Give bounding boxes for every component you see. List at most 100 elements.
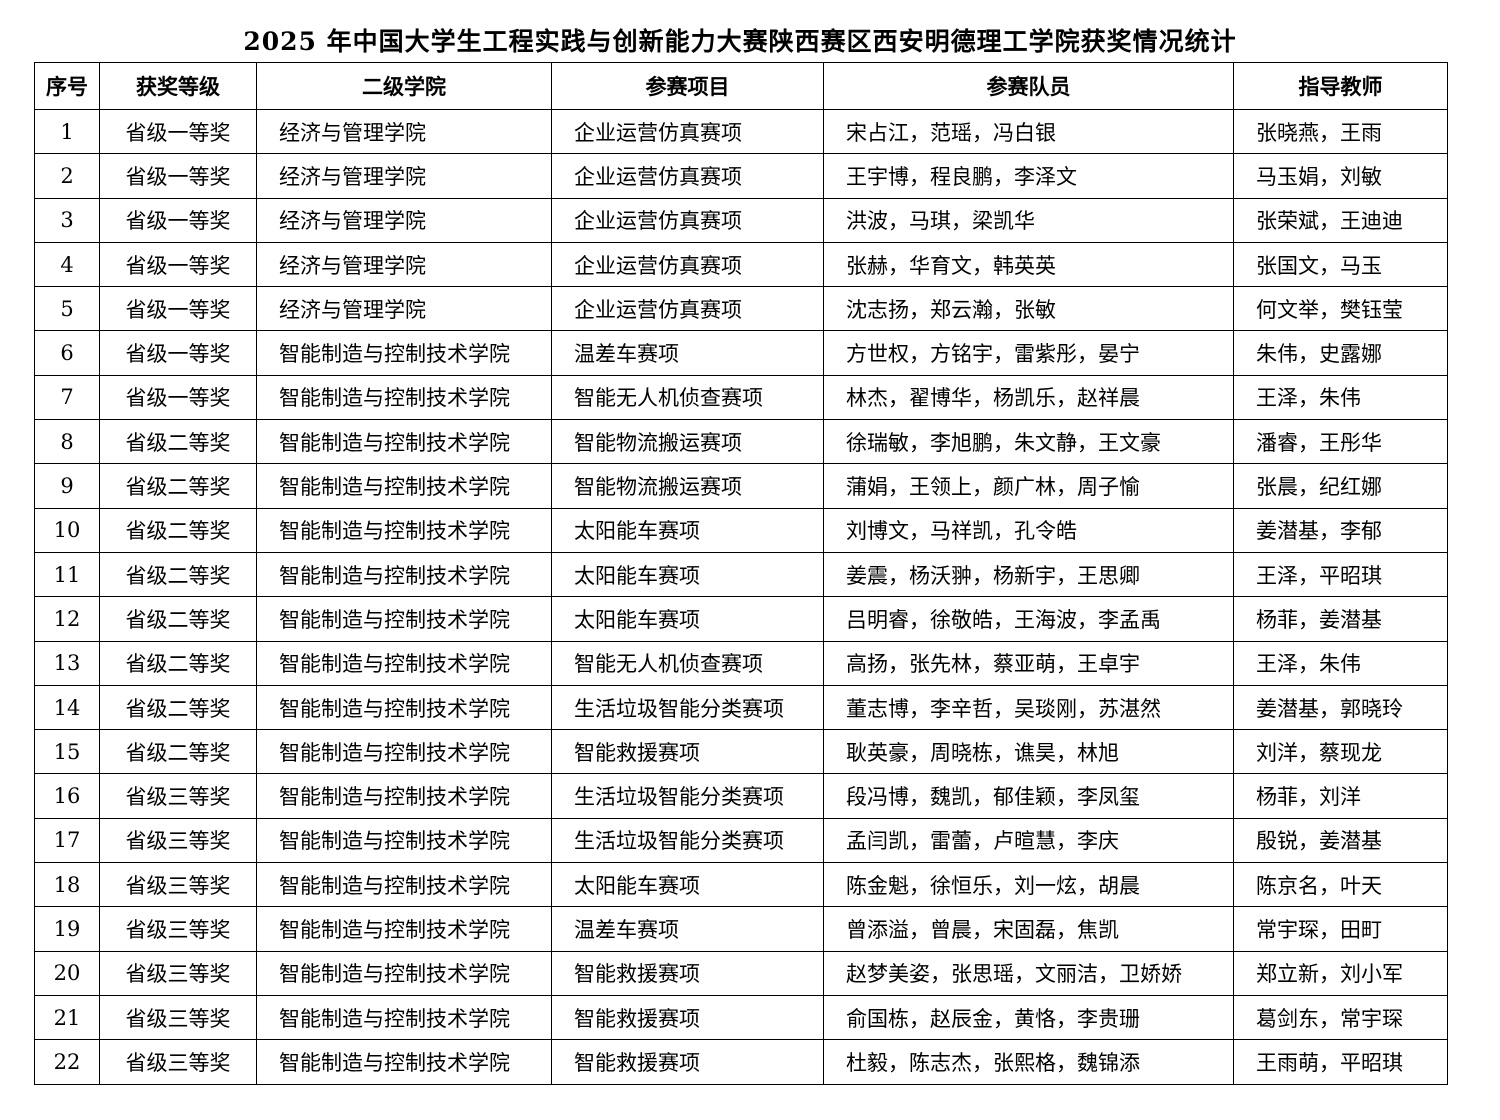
- cell-index: 7: [34, 374, 100, 421]
- cell-advisors: 张国文，马玉: [1233, 241, 1448, 288]
- cell-project: 智能物流搬运赛项: [551, 419, 824, 465]
- cell-advisors: 潘睿，王彤华: [1233, 419, 1448, 465]
- cell-members: 王宇博，程良鹏，李泽文: [823, 153, 1234, 199]
- cell-advisors: 姜潜基，李郁: [1233, 507, 1448, 553]
- table-row: 17 省级三等奖 智能制造与控制技术学院 生活垃圾智能分类赛项 孟闫凯，雷蕾，卢暄慧，李…: [34, 817, 1448, 864]
- cell-college: 智能制造与控制技术学院: [256, 596, 552, 642]
- cell-index: 4: [34, 241, 100, 288]
- cell-index: 5: [34, 286, 100, 332]
- cell-project: 生活垃圾智能分类赛项: [551, 684, 824, 731]
- cell-members: 杜毅，陈志杰，张熙格，魏锦添: [823, 1039, 1234, 1085]
- cell-index: 11: [34, 551, 100, 598]
- cell-index: 22: [34, 1039, 100, 1085]
- cell-award-level: 省级三等奖: [99, 994, 257, 1041]
- cell-college: 智能制造与控制技术学院: [256, 817, 552, 864]
- cell-award-level: 省级二等奖: [99, 684, 257, 731]
- table-row: 14 省级二等奖 智能制造与控制技术学院 生活垃圾智能分类赛项 董志博，李辛哲，吴琰刚，…: [34, 684, 1448, 731]
- cell-college: 智能制造与控制技术学院: [256, 950, 552, 996]
- cell-index: 10: [34, 507, 100, 553]
- table-row: 3 省级一等奖 经济与管理学院 企业运营仿真赛项 洪波，马琪，梁凯华 张荣斌，王迪迪: [34, 197, 1448, 243]
- cell-project: 企业运营仿真赛项: [551, 153, 824, 199]
- cell-index: 21: [34, 994, 100, 1041]
- cell-project: 智能无人机侦查赛项: [551, 640, 824, 686]
- cell-advisors: 陈京名，叶天: [1233, 862, 1448, 908]
- cell-award-level: 省级一等奖: [99, 108, 257, 155]
- cell-award-level: 省级三等奖: [99, 773, 257, 819]
- cell-project: 企业运营仿真赛项: [551, 108, 824, 155]
- header-index: 序号: [34, 62, 100, 110]
- cell-index: 16: [34, 773, 100, 819]
- cell-award-level: 省级一等奖: [99, 374, 257, 421]
- cell-project: 智能物流搬运赛项: [551, 463, 824, 509]
- cell-advisors: 常宇琛，田町: [1233, 906, 1448, 952]
- cell-advisors: 殷锐，姜潜基: [1233, 817, 1448, 864]
- cell-college: 智能制造与控制技术学院: [256, 773, 552, 819]
- table-row: 1 省级一等奖 经济与管理学院 企业运营仿真赛项 宋占江，范瑶，冯白银 张晓燕，王雨: [34, 108, 1448, 155]
- cell-index: 17: [34, 817, 100, 864]
- cell-award-level: 省级二等奖: [99, 419, 257, 465]
- table-row: 5 省级一等奖 经济与管理学院 企业运营仿真赛项 沈志扬，郑云瀚，张敏 何文举，樊钰莹: [34, 286, 1448, 332]
- cell-members: 蒲娟，王领上，颜广林，周子愉: [823, 463, 1234, 509]
- cell-college: 经济与管理学院: [256, 241, 552, 288]
- cell-members: 姜震，杨沃翀，杨新宇，王思卿: [823, 551, 1234, 598]
- cell-award-level: 省级一等奖: [99, 330, 257, 376]
- table-row: 9 省级二等奖 智能制造与控制技术学院 智能物流搬运赛项 蒲娟，王领上，颜广林，周子愉张…: [34, 463, 1448, 509]
- cell-index: 19: [34, 906, 100, 952]
- table-row: 2 省级一等奖 经济与管理学院 企业运营仿真赛项 王宇博，程良鹏，李泽文 马玉娟，刘敏: [34, 153, 1448, 199]
- cell-award-level: 省级二等奖: [99, 596, 257, 642]
- awards-table: 序号 获奖等级 二级学院 参赛项目 参赛队员 指导教师 1 省级一等奖 经济与管理学…: [34, 62, 1448, 1085]
- header-award-level: 获奖等级: [99, 62, 257, 110]
- table-row: 15 省级二等奖 智能制造与控制技术学院 智能救援赛项 耿英豪，周晓栋，谯昊，林旭 刘洋，…: [34, 729, 1448, 775]
- cell-index: 12: [34, 596, 100, 642]
- cell-college: 经济与管理学院: [256, 153, 552, 199]
- cell-index: 3: [34, 197, 100, 243]
- cell-project: 企业运营仿真赛项: [551, 197, 824, 243]
- cell-advisors: 郑立新，刘小军: [1233, 950, 1448, 996]
- cell-college: 经济与管理学院: [256, 197, 552, 243]
- cell-members: 宋占江，范瑶，冯白银: [823, 108, 1234, 155]
- table-row: 16 省级三等奖 智能制造与控制技术学院 生活垃圾智能分类赛项 段冯博，魏凯，郁佳颖，李…: [34, 773, 1448, 819]
- cell-advisors: 张荣斌，王迪迪: [1233, 197, 1448, 243]
- cell-award-level: 省级二等奖: [99, 551, 257, 598]
- table-row: 8 省级二等奖 智能制造与控制技术学院 智能物流搬运赛项 徐瑞敏，李旭鹏，朱文静，王文豪…: [34, 419, 1448, 465]
- cell-index: 8: [34, 419, 100, 465]
- cell-index: 14: [34, 684, 100, 731]
- cell-college: 智能制造与控制技术学院: [256, 330, 552, 376]
- cell-project: 企业运营仿真赛项: [551, 286, 824, 332]
- cell-project: 太阳能车赛项: [551, 862, 824, 908]
- cell-project: 智能救援赛项: [551, 729, 824, 775]
- cell-members: 沈志扬，郑云瀚，张敏: [823, 286, 1234, 332]
- cell-college: 智能制造与控制技术学院: [256, 729, 552, 775]
- cell-college: 智能制造与控制技术学院: [256, 463, 552, 509]
- cell-advisors: 马玉娟，刘敏: [1233, 153, 1448, 199]
- cell-members: 洪波，马琪，梁凯华: [823, 197, 1234, 243]
- cell-award-level: 省级三等奖: [99, 1039, 257, 1085]
- cell-members: 徐瑞敏，李旭鹏，朱文静，王文豪: [823, 419, 1234, 465]
- cell-advisors: 朱伟，史露娜: [1233, 330, 1448, 376]
- cell-project: 温差车赛项: [551, 330, 824, 376]
- cell-members: 赵梦美姿，张思瑶，文丽洁，卫娇娇: [823, 950, 1234, 996]
- cell-members: 林杰，翟博华，杨凯乐，赵祥晨: [823, 374, 1234, 421]
- table-body: 1 省级一等奖 经济与管理学院 企业运营仿真赛项 宋占江，范瑶，冯白银 张晓燕，王雨 2 省级…: [34, 108, 1448, 1085]
- cell-college: 智能制造与控制技术学院: [256, 684, 552, 731]
- header-advisors: 指导教师: [1233, 62, 1448, 110]
- cell-college: 经济与管理学院: [256, 286, 552, 332]
- cell-college: 智能制造与控制技术学院: [256, 640, 552, 686]
- cell-project: 智能无人机侦查赛项: [551, 374, 824, 421]
- cell-college: 智能制造与控制技术学院: [256, 507, 552, 553]
- cell-advisors: 王雨萌，平昭琪: [1233, 1039, 1448, 1085]
- cell-project: 太阳能车赛项: [551, 596, 824, 642]
- cell-members: 段冯博，魏凯，郁佳颖，李凤玺: [823, 773, 1234, 819]
- table-row: 19 省级三等奖 智能制造与控制技术学院 温差车赛项 曾添溢，曾晨，宋固磊，焦凯 常宇琛，…: [34, 906, 1448, 952]
- cell-award-level: 省级二等奖: [99, 507, 257, 553]
- cell-index: 15: [34, 729, 100, 775]
- cell-project: 企业运营仿真赛项: [551, 241, 824, 288]
- cell-college: 智能制造与控制技术学院: [256, 374, 552, 421]
- header-project: 参赛项目: [551, 62, 824, 110]
- cell-award-level: 省级一等奖: [99, 286, 257, 332]
- cell-project: 智能救援赛项: [551, 994, 824, 1041]
- cell-index: 6: [34, 330, 100, 376]
- cell-members: 方世权，方铭宇，雷紫彤，晏宁: [823, 330, 1234, 376]
- cell-advisors: 杨菲，刘洋: [1233, 773, 1448, 819]
- table-row: 22 省级三等奖 智能制造与控制技术学院 智能救援赛项 杜毅，陈志杰，张熙格，魏锦添 王雨…: [34, 1039, 1448, 1085]
